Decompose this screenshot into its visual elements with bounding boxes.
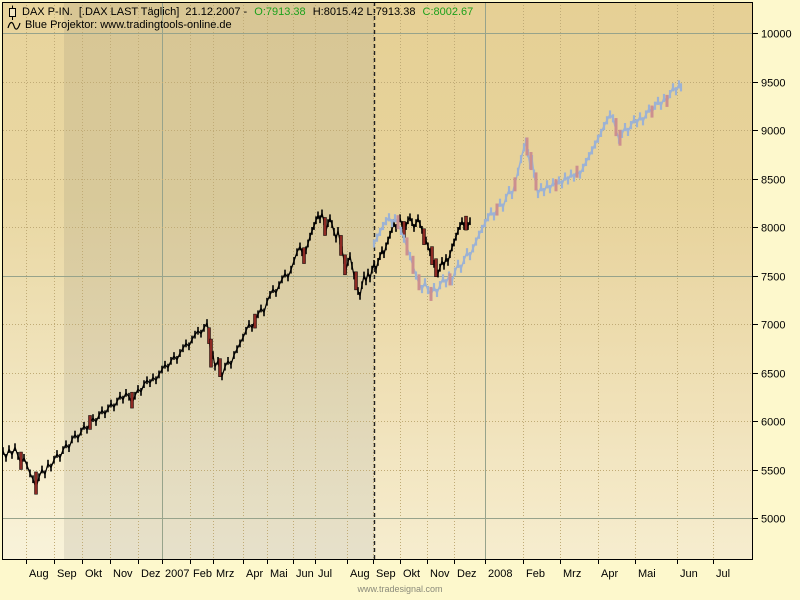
y-axis-label: 7500 xyxy=(761,272,785,284)
y-axis-label: 5000 xyxy=(761,514,785,526)
down-candle xyxy=(209,338,213,368)
down-candle xyxy=(618,129,622,146)
down-candle xyxy=(422,228,426,245)
y-axis-label: 7000 xyxy=(761,320,785,332)
down-candle xyxy=(575,165,579,178)
down-candle xyxy=(417,274,421,291)
x-axis-label: Mrz xyxy=(216,568,234,580)
x-axis-label: Okt xyxy=(85,568,102,580)
down-candle xyxy=(495,203,499,216)
y-axis-label: 9000 xyxy=(761,126,785,138)
down-candle xyxy=(665,94,669,107)
indicator-title-row: Blue Projektor: www.tradingtools-online.… xyxy=(7,19,232,32)
y-axis-label: 6500 xyxy=(761,369,785,381)
y-axis-label: 6000 xyxy=(761,417,785,429)
reference-period-band xyxy=(64,2,374,560)
down-candle xyxy=(411,255,415,274)
close-quote: C:8002.67 xyxy=(422,6,474,18)
down-candle xyxy=(218,358,222,377)
x-axis-label: Feb xyxy=(526,568,545,580)
down-candle xyxy=(323,217,327,236)
x-axis-label: Jun xyxy=(296,568,314,580)
open-quote: O:7913.38 xyxy=(254,6,306,18)
plot-background xyxy=(2,2,753,560)
projection-series xyxy=(372,80,683,301)
y-axis-label: 8500 xyxy=(761,175,785,187)
down-candle xyxy=(448,273,452,286)
x-axis-label: Mrz xyxy=(563,568,581,580)
down-candle xyxy=(614,118,618,137)
instrument-title: DAX P-IN. [.DAX LAST Täglich] 21.12.2007… xyxy=(22,6,251,18)
y-axis-label: 8000 xyxy=(761,223,785,235)
down-candle xyxy=(19,451,23,470)
down-candle xyxy=(396,215,400,230)
x-axis-label: Aug xyxy=(350,568,370,580)
down-candle xyxy=(464,215,468,231)
x-axis-label: Okt xyxy=(403,568,420,580)
down-candle xyxy=(429,286,433,301)
down-candle xyxy=(529,152,533,171)
down-candle xyxy=(534,172,538,191)
candlestick-icon xyxy=(9,5,16,20)
x-axis-label: 2007 xyxy=(165,568,189,580)
x-axis-label: Sep xyxy=(376,568,396,580)
x-axis-label: Mai xyxy=(638,568,656,580)
down-candle xyxy=(88,415,92,430)
x-axis-label: Dez xyxy=(141,568,161,580)
down-candle xyxy=(130,391,134,409)
x-axis-label: Apr xyxy=(601,568,618,580)
x-axis-label: Dez xyxy=(457,568,477,580)
down-candle xyxy=(650,105,654,118)
down-candle xyxy=(302,247,306,264)
x-axis-label: Feb xyxy=(193,568,212,580)
plot-frame xyxy=(2,2,753,560)
down-candle xyxy=(513,177,517,192)
y-axis-label: 10000 xyxy=(761,29,792,41)
x-axis-label: 2008 xyxy=(488,568,512,580)
chart-title-row: DAX P-IN. [.DAX LAST Täglich] 21.12.2007… xyxy=(7,5,473,20)
down-candle xyxy=(525,137,529,156)
projection-zone-tint xyxy=(374,2,753,560)
x-axis-label: Jul xyxy=(318,568,332,580)
y-axis-label: 5500 xyxy=(761,466,785,478)
x-axis-label: Sep xyxy=(57,568,77,580)
x-axis-label: Aug xyxy=(29,568,49,580)
high-low-quote: H:8015.42 L:7913.38 xyxy=(309,6,419,18)
x-axis-label: Apr xyxy=(246,568,263,580)
down-candle xyxy=(339,235,343,256)
dax-series xyxy=(2,209,471,495)
x-axis-label: Mai xyxy=(270,568,288,580)
wave-icon xyxy=(7,21,21,30)
x-axis-label: Jul xyxy=(716,568,730,580)
down-candle xyxy=(434,258,438,278)
watermark-text: www.tradesignal.com xyxy=(357,584,443,594)
x-axis-label: Jun xyxy=(680,568,698,580)
down-candle xyxy=(354,271,358,291)
down-candle xyxy=(207,327,211,344)
down-candle xyxy=(34,471,38,495)
down-candle xyxy=(554,179,558,192)
y-axis-label: 9500 xyxy=(761,78,785,90)
down-candle xyxy=(430,246,434,265)
down-candle xyxy=(253,313,257,329)
x-axis-label: Nov xyxy=(113,568,133,580)
x-axis-label: Nov xyxy=(430,568,450,580)
indicator-label: Blue Projektor: www.tradingtools-online.… xyxy=(25,19,232,31)
down-candle xyxy=(343,254,347,276)
down-candle xyxy=(405,237,409,256)
